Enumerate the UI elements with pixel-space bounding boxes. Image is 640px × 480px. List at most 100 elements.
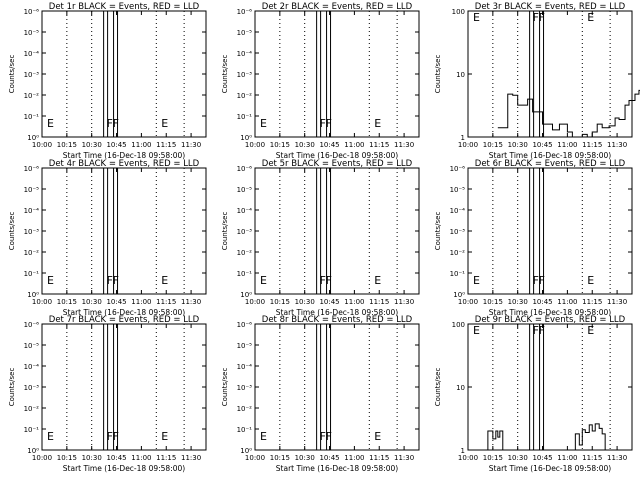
panel-title: Det 8r BLACK = Events, RED = LLD bbox=[262, 315, 413, 325]
x-axis-label: Start Time (16-Dec-18 09:58:00) bbox=[63, 308, 185, 317]
panel-det-1: Det 1r BLACK = Events, RED = LLD Counts/s… bbox=[8, 2, 207, 160]
x-tick-label: 10:15 bbox=[57, 454, 77, 462]
y-tick-label: 10 bbox=[456, 384, 465, 392]
event-marker: F bbox=[320, 117, 326, 130]
y-tick-label: 10⁻⁵ bbox=[237, 342, 253, 350]
event-marker: F bbox=[539, 11, 545, 24]
y-tick-label: 10⁻³ bbox=[450, 228, 466, 236]
plot-frame bbox=[467, 167, 633, 295]
y-tick-label: 10 bbox=[456, 71, 465, 79]
y-tick-label: 10⁰ bbox=[453, 291, 465, 299]
event-marker: E bbox=[161, 430, 168, 443]
y-tick-label: 1 bbox=[461, 447, 465, 455]
panel-title: Det 5r BLACK = Events, RED = LLD bbox=[262, 159, 413, 169]
panel-title: Det 1r BLACK = Events, RED = LLD bbox=[49, 2, 200, 12]
y-axis-label: Counts/sec bbox=[8, 55, 16, 94]
event-marker: E bbox=[47, 274, 54, 287]
x-tick-label: 10:15 bbox=[270, 298, 290, 306]
y-tick-label: 10⁻⁵ bbox=[237, 29, 253, 37]
event-marker: E bbox=[587, 324, 594, 337]
x-tick-label: 10:15 bbox=[483, 454, 503, 462]
x-tick-label: 11:00 bbox=[557, 454, 577, 462]
y-tick-label: 10⁻⁴ bbox=[24, 207, 40, 215]
y-tick-label: 10⁻² bbox=[237, 92, 253, 100]
x-tick-label: 11:15 bbox=[582, 141, 602, 149]
event-marker: F bbox=[539, 324, 545, 337]
event-marker: E bbox=[260, 274, 267, 287]
x-tick-label: 11:00 bbox=[557, 141, 577, 149]
y-tick-label: 10⁻¹ bbox=[24, 113, 40, 121]
event-marker: E bbox=[260, 430, 267, 443]
y-tick-label: 1 bbox=[461, 134, 465, 142]
event-marker: F bbox=[107, 117, 113, 130]
y-tick-label: 10⁻⁵ bbox=[450, 186, 466, 194]
plot-frame bbox=[41, 10, 207, 138]
x-tick-label: 11:15 bbox=[156, 454, 176, 462]
event-marker: E bbox=[374, 430, 381, 443]
plot-frame bbox=[41, 323, 207, 451]
x-axis-label: Start Time (16-Dec-18 09:58:00) bbox=[489, 464, 611, 473]
panel-title: Det 9r BLACK = Events, RED = LLD bbox=[475, 315, 626, 325]
y-tick-label: 10⁻¹ bbox=[24, 426, 40, 434]
x-tick-label: 10:00 bbox=[245, 141, 265, 149]
event-marker: F bbox=[533, 11, 539, 24]
plot-frame bbox=[254, 323, 420, 451]
panel-title: Det 4r BLACK = Events, RED = LLD bbox=[49, 159, 200, 169]
x-tick-label: 11:30 bbox=[607, 141, 627, 149]
x-tick-label: 10:30 bbox=[82, 298, 102, 306]
x-tick-label: 10:00 bbox=[245, 454, 265, 462]
events-series-line bbox=[485, 423, 606, 451]
y-tick-label: 10⁻⁴ bbox=[450, 207, 466, 215]
x-tick-label: 10:45 bbox=[532, 298, 552, 306]
y-tick-label: 10⁻⁶ bbox=[24, 165, 40, 173]
x-axis-label: Start Time (16-Dec-18 09:58:00) bbox=[276, 308, 398, 317]
x-tick-label: 10:15 bbox=[57, 141, 77, 149]
x-tick-label: 11:00 bbox=[344, 454, 364, 462]
x-tick-label: 10:45 bbox=[319, 141, 339, 149]
x-tick-label: 11:15 bbox=[156, 298, 176, 306]
x-tick-label: 10:45 bbox=[106, 141, 126, 149]
x-tick-label: 10:45 bbox=[106, 298, 126, 306]
y-tick-label: 10⁰ bbox=[240, 447, 252, 455]
y-tick-label: 10⁻¹ bbox=[237, 270, 253, 278]
x-tick-label: 10:00 bbox=[32, 141, 52, 149]
y-tick-label: 10⁻⁴ bbox=[237, 207, 253, 215]
event-marker: E bbox=[473, 324, 480, 337]
y-tick-label: 10⁻⁴ bbox=[24, 50, 40, 58]
event-marker: F bbox=[107, 430, 113, 443]
y-tick-label: 10⁰ bbox=[27, 291, 39, 299]
x-axis-label: Start Time (16-Dec-18 09:58:00) bbox=[63, 464, 185, 473]
plot-frame bbox=[254, 167, 420, 295]
y-tick-label: 100 bbox=[452, 321, 465, 329]
x-tick-label: 11:00 bbox=[131, 454, 151, 462]
y-axis-label: Counts/sec bbox=[221, 55, 229, 94]
x-tick-label: 10:00 bbox=[458, 298, 478, 306]
y-tick-label: 10⁻³ bbox=[24, 384, 40, 392]
x-tick-label: 11:30 bbox=[181, 298, 201, 306]
x-tick-label: 10:30 bbox=[82, 454, 102, 462]
x-tick-label: 10:30 bbox=[82, 141, 102, 149]
y-tick-label: 10⁻⁵ bbox=[24, 342, 40, 350]
x-axis-label: Start Time (16-Dec-18 09:58:00) bbox=[276, 151, 398, 160]
event-marker: E bbox=[161, 117, 168, 130]
y-tick-label: 10⁻⁶ bbox=[450, 165, 466, 173]
y-tick-label: 10⁻⁵ bbox=[237, 186, 253, 194]
y-tick-label: 10⁻⁶ bbox=[237, 8, 253, 16]
event-marker: F bbox=[107, 274, 113, 287]
y-axis-label: Counts/sec bbox=[8, 368, 16, 407]
x-tick-label: 11:15 bbox=[369, 141, 389, 149]
x-tick-label: 10:30 bbox=[508, 141, 528, 149]
x-tick-label: 10:45 bbox=[319, 454, 339, 462]
y-tick-label: 10⁻¹ bbox=[237, 113, 253, 121]
event-marker: F bbox=[113, 274, 119, 287]
y-tick-label: 10⁻² bbox=[237, 405, 253, 413]
y-tick-label: 10⁻⁶ bbox=[24, 321, 40, 329]
x-tick-label: 10:15 bbox=[483, 298, 503, 306]
x-tick-label: 10:30 bbox=[295, 454, 315, 462]
x-tick-label: 10:30 bbox=[508, 454, 528, 462]
x-axis-label: Start Time (16-Dec-18 09:58:00) bbox=[489, 308, 611, 317]
event-marker: E bbox=[374, 274, 381, 287]
y-axis-label: Counts/sec bbox=[434, 212, 442, 251]
plot-frame bbox=[41, 167, 207, 295]
x-tick-label: 10:45 bbox=[532, 141, 552, 149]
